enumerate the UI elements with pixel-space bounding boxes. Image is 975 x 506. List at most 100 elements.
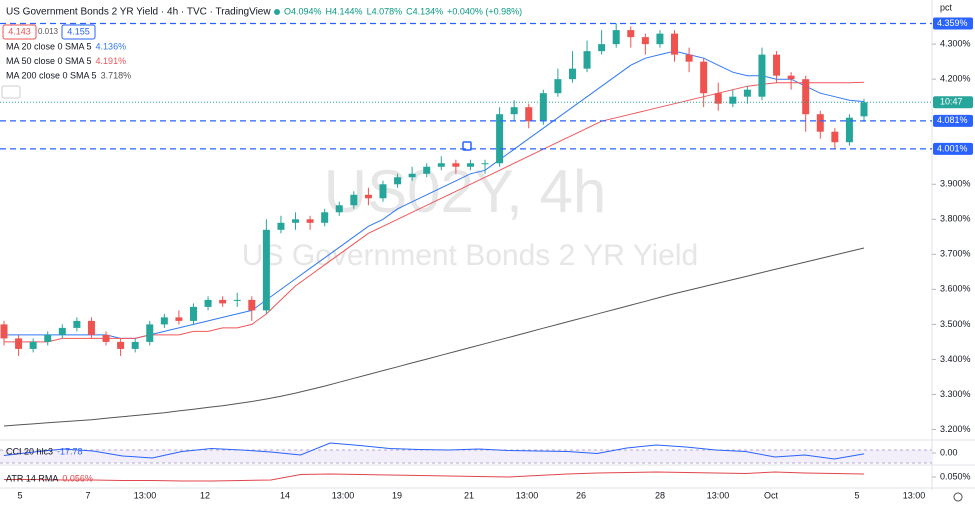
candle-body — [321, 212, 329, 223]
candle-body — [292, 219, 300, 223]
legend-name: MA 200 close 0 SMA 5 — [6, 70, 97, 80]
y-tick-label: 0.00 — [940, 447, 958, 457]
candle-body — [758, 54, 766, 97]
candle-body — [496, 114, 504, 164]
y-tick-label: 3.400% — [940, 354, 971, 364]
settings-icon[interactable] — [953, 492, 963, 502]
level-label: 4.001% — [937, 143, 968, 153]
candle-body — [44, 334, 52, 342]
candle-body — [568, 68, 576, 80]
legend-name: MA 20 close 0 SMA 5 — [6, 41, 92, 51]
collapse-button[interactable] — [1, 85, 21, 99]
candle-body — [466, 163, 474, 167]
candle-body — [481, 163, 489, 165]
candle-body — [160, 317, 168, 325]
bid: 4.143 — [8, 26, 31, 36]
unit-label: pct — [940, 2, 953, 12]
candle-body — [0, 324, 8, 339]
candle-body — [204, 299, 212, 307]
legend-name: MA 50 close 0 SMA 5 — [6, 56, 92, 66]
candle-body — [598, 44, 606, 52]
y-tick-label: 4.200% — [940, 74, 971, 84]
candle-body — [408, 173, 416, 178]
candle-body — [773, 54, 781, 76]
candle-body — [175, 317, 183, 321]
candle-body — [189, 306, 197, 321]
candle-body — [350, 194, 358, 206]
y-tick-label: 3.700% — [940, 249, 971, 259]
candle-body — [248, 299, 256, 311]
y-tick-label: 4.300% — [940, 39, 971, 49]
level-tag — [933, 17, 973, 30]
pane-value: -17.78 — [57, 446, 83, 456]
x-tick-label: 7 — [85, 490, 90, 500]
candle-body — [787, 75, 795, 80]
candle-body — [306, 219, 314, 223]
candle-body — [15, 338, 23, 349]
candle-body — [452, 163, 460, 167]
y-tick-label: 0.050% — [940, 471, 971, 481]
candle-body — [583, 51, 591, 69]
x-tick-label: 28 — [655, 490, 665, 500]
spread: 0.013 — [38, 27, 59, 36]
ma-line — [3, 247, 865, 427]
candle-body — [845, 117, 853, 143]
candle-body — [437, 163, 445, 167]
candle-body — [233, 299, 241, 301]
quote-value: +0.040% (+0.98%) — [447, 6, 522, 16]
bid-box[interactable] — [2, 24, 37, 40]
x-tick-label: 14 — [280, 490, 290, 500]
y-tick-label: 3.500% — [940, 319, 971, 329]
quote-value: L4.078% — [367, 6, 403, 16]
candle-body — [510, 107, 518, 115]
x-tick-label: 5 — [854, 490, 859, 500]
candle-body — [394, 177, 402, 185]
y-tick-label: 3.600% — [940, 284, 971, 294]
candle-body — [539, 93, 547, 122]
indicator-line — [4, 471, 865, 482]
x-tick-label: 13:00 — [707, 490, 730, 500]
candle-body — [131, 341, 139, 349]
candle-body — [641, 37, 649, 45]
quote-value: C4.134% — [406, 6, 443, 16]
candle-body — [379, 184, 387, 199]
quote-value: O4.094% — [284, 6, 322, 16]
indicator-line — [3, 442, 865, 460]
candle-body — [612, 30, 620, 45]
x-tick-label: 13:00 — [516, 490, 539, 500]
y-tick-label: 3.800% — [940, 214, 971, 224]
ask: 4.155 — [67, 26, 90, 36]
ask-box[interactable] — [61, 24, 96, 40]
x-tick-label: 13:00 — [903, 490, 926, 500]
status-dot — [274, 9, 280, 15]
candle-body — [58, 327, 66, 335]
candle-body — [146, 324, 154, 342]
countdown: 10:47 — [940, 97, 963, 107]
candle-body — [73, 320, 81, 328]
marker — [462, 141, 472, 151]
watermark-symbol: US02Y, 4h — [324, 158, 606, 225]
x-tick-label: 13:00 — [332, 490, 355, 500]
candle-body — [277, 222, 285, 230]
x-tick-label: 5 — [17, 490, 22, 500]
candle-body — [525, 107, 533, 122]
x-tick-label: 21 — [464, 490, 474, 500]
candle-body — [860, 102, 868, 117]
candle-body — [700, 61, 708, 94]
x-tick-label: 12 — [200, 490, 210, 500]
candle-body — [685, 54, 693, 62]
x-tick-label: 13:00 — [134, 490, 157, 500]
pane-name: ATR 14 RMA — [6, 473, 58, 483]
level-label: 4.359% — [937, 18, 968, 28]
candle-body — [831, 131, 839, 143]
legend-value: 4.136% — [96, 41, 127, 51]
candle-body — [423, 166, 431, 174]
y-tick-label: 3.300% — [940, 389, 971, 399]
level-tag — [933, 114, 973, 127]
candle-body — [29, 341, 37, 349]
pane-value: 0.056% — [62, 473, 93, 483]
candle-body — [262, 229, 270, 311]
candle-body — [671, 33, 679, 55]
